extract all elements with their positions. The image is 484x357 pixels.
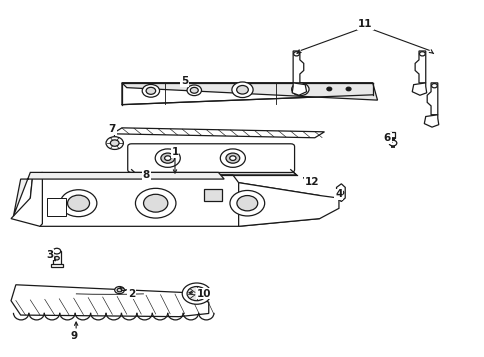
Text: 8: 8	[142, 170, 150, 180]
Circle shape	[236, 196, 257, 211]
Text: 3: 3	[46, 250, 53, 260]
Circle shape	[67, 195, 90, 211]
Polygon shape	[121, 83, 377, 100]
Polygon shape	[53, 251, 60, 265]
Text: 5: 5	[181, 76, 188, 86]
Polygon shape	[11, 285, 208, 317]
Polygon shape	[426, 83, 437, 115]
Polygon shape	[50, 263, 63, 267]
Circle shape	[53, 248, 60, 254]
Circle shape	[326, 87, 331, 91]
Circle shape	[187, 85, 201, 96]
Circle shape	[135, 188, 176, 218]
Polygon shape	[291, 83, 306, 95]
Polygon shape	[11, 172, 42, 226]
Polygon shape	[292, 51, 303, 83]
FancyBboxPatch shape	[127, 144, 294, 172]
Polygon shape	[389, 132, 394, 138]
Circle shape	[106, 137, 123, 150]
Polygon shape	[30, 175, 319, 226]
Circle shape	[190, 87, 198, 93]
Circle shape	[143, 194, 167, 212]
Circle shape	[346, 87, 350, 91]
Polygon shape	[131, 170, 296, 175]
Polygon shape	[14, 172, 224, 216]
Polygon shape	[336, 184, 345, 201]
Circle shape	[291, 83, 308, 96]
Polygon shape	[238, 183, 338, 226]
Circle shape	[431, 84, 437, 88]
Text: 4: 4	[334, 190, 342, 200]
Circle shape	[60, 190, 97, 217]
Circle shape	[293, 52, 299, 56]
Bar	[47, 198, 66, 216]
Polygon shape	[414, 51, 425, 83]
Circle shape	[155, 149, 180, 167]
Circle shape	[419, 52, 424, 56]
Text: 6: 6	[383, 133, 390, 143]
Polygon shape	[121, 83, 372, 105]
Circle shape	[142, 85, 159, 97]
Circle shape	[146, 87, 155, 94]
Text: 9: 9	[70, 331, 77, 341]
Circle shape	[161, 153, 174, 163]
Circle shape	[117, 288, 121, 292]
Polygon shape	[112, 128, 324, 138]
Text: 7: 7	[108, 124, 116, 134]
Bar	[203, 189, 222, 201]
Circle shape	[229, 190, 264, 216]
Text: 11: 11	[358, 19, 372, 29]
Text: 12: 12	[304, 177, 319, 187]
Polygon shape	[411, 83, 426, 95]
Text: 2: 2	[128, 288, 135, 298]
Circle shape	[226, 153, 239, 163]
Circle shape	[54, 256, 59, 260]
Text: 10: 10	[197, 288, 211, 298]
Circle shape	[187, 287, 206, 301]
Circle shape	[337, 191, 343, 195]
Circle shape	[182, 283, 211, 304]
Circle shape	[220, 149, 245, 167]
Circle shape	[164, 156, 170, 160]
Circle shape	[295, 86, 304, 93]
Circle shape	[236, 85, 248, 94]
Circle shape	[231, 82, 253, 97]
Circle shape	[388, 140, 396, 146]
Circle shape	[115, 287, 124, 293]
Circle shape	[229, 156, 236, 160]
Text: 1: 1	[171, 147, 178, 157]
Polygon shape	[424, 115, 438, 127]
Circle shape	[110, 140, 119, 146]
